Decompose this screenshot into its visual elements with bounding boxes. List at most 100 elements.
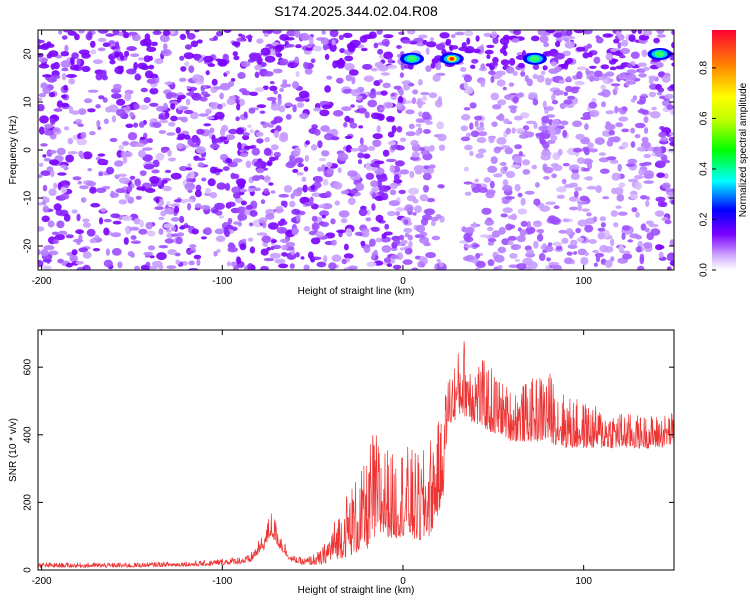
heatmap-cell [76, 58, 81, 66]
heatmap-cell [366, 261, 377, 267]
heatmap-cell [214, 202, 225, 210]
snr-panel: -200 -100 0 100 0 200 400 600 Height of straig… [8, 329, 675, 596]
heatmap-cell [165, 229, 172, 233]
heatmap-cell [436, 43, 446, 51]
heatmap-cell [425, 47, 430, 55]
heatmap-cell [505, 127, 511, 135]
heatmap-cell [251, 175, 261, 182]
heatmap-cell [451, 34, 456, 39]
heatmap-cell [159, 34, 170, 43]
heatmap-cell [605, 121, 611, 127]
heatmap-cell [178, 77, 187, 82]
snr-xtick-label: -100 [212, 576, 232, 587]
heatmap-cell [463, 166, 469, 172]
heatmap-cell [283, 185, 293, 193]
heatmap-cell [186, 92, 194, 96]
heatmap-cell [611, 172, 621, 181]
heatmap-cell [240, 152, 249, 158]
heatmap-cell [343, 253, 354, 259]
heatmap-cell [254, 71, 260, 79]
heatmap-cell [189, 244, 197, 249]
heatmap-cell [445, 38, 452, 45]
heatmap-cell [615, 107, 623, 112]
heatmap-cell [97, 30, 109, 34]
heatmap-cell [550, 61, 558, 67]
heatmap-cell [61, 102, 69, 108]
heatmap-cell [639, 96, 647, 103]
heatmap-cell [484, 219, 495, 226]
heatmap-cell [77, 123, 84, 127]
heatmap-cell [38, 226, 45, 232]
heatmap-cell [138, 104, 149, 111]
heatmap-cell [425, 252, 436, 259]
heatmap-cell [303, 264, 310, 270]
heatmap-cell [214, 228, 225, 235]
heatmap-cell [491, 121, 498, 127]
heatmap-cell [666, 252, 674, 261]
heatmap-cell [230, 78, 236, 82]
colorbar-tick-label: 0.2 [699, 212, 710, 226]
heatmap-cell [265, 213, 275, 220]
heatmap-cell [582, 146, 590, 153]
heatmap-cell [475, 35, 480, 42]
heatmap-cell [186, 178, 192, 183]
heatmap-cell [48, 188, 57, 196]
heatmap-cell [134, 178, 142, 187]
heatmap-cell [81, 52, 91, 59]
heatmap-cell [194, 203, 202, 209]
heatmap-cell [669, 56, 674, 61]
heatmap-cell [406, 195, 417, 202]
heatmap-cell [331, 136, 340, 141]
heatmap-cell [247, 265, 253, 270]
heatmap-cell [481, 207, 492, 215]
heatmap-cell [224, 229, 231, 238]
heatmap-cell [76, 138, 88, 146]
heatmap-cell [471, 58, 479, 64]
heatmap-cell [71, 249, 78, 256]
heatmap-cell [269, 252, 281, 259]
heatmap-cell [600, 168, 610, 174]
heatmap-cell [569, 182, 578, 188]
heatmap-cell [357, 105, 364, 109]
heatmap-cell [55, 209, 63, 216]
heatmap-cell [477, 148, 487, 154]
heatmap-cell [437, 96, 443, 105]
heatmap-cell [108, 104, 119, 113]
heatmap-cell [158, 130, 167, 134]
heatmap-cell [123, 31, 130, 39]
heatmap-cell [161, 49, 172, 57]
heatmap-cell [363, 245, 371, 253]
heatmap-cell [146, 46, 157, 52]
heatmap-cell [552, 152, 561, 161]
heatmap-cell [158, 245, 169, 249]
heatmap-cell [643, 116, 649, 123]
heatmap-cell [292, 188, 303, 197]
heatmap-cell [576, 46, 586, 52]
heatmap-cell [255, 131, 264, 137]
heatmap-cell [415, 123, 422, 127]
heatmap-cell [638, 73, 647, 78]
heatmap-cell [564, 41, 575, 49]
heatmap-cell [576, 237, 584, 243]
heatmap-cell [262, 221, 267, 229]
heatmap-cell [517, 192, 523, 198]
heatmap-cell [113, 83, 122, 91]
heatmap-cell [393, 85, 402, 90]
heatmap-cell [321, 104, 333, 110]
heatmap-cell [538, 229, 544, 234]
heatmap-cell [368, 31, 377, 39]
heatmap-cell [606, 156, 617, 161]
heatmap-cell [311, 256, 322, 260]
heatmap-cell [416, 224, 426, 233]
heatmap-cell [329, 30, 339, 38]
heatmap-cell [266, 96, 277, 101]
heatmap-cell [655, 160, 666, 169]
heatmap-cell [426, 197, 436, 203]
heatmap-cell [228, 95, 236, 101]
heatmap-cell [324, 53, 330, 61]
heatmap-cell [524, 131, 535, 138]
heatmap-cell [199, 96, 208, 102]
heatmap-cell [421, 111, 431, 120]
heatmap-cell [461, 226, 467, 233]
